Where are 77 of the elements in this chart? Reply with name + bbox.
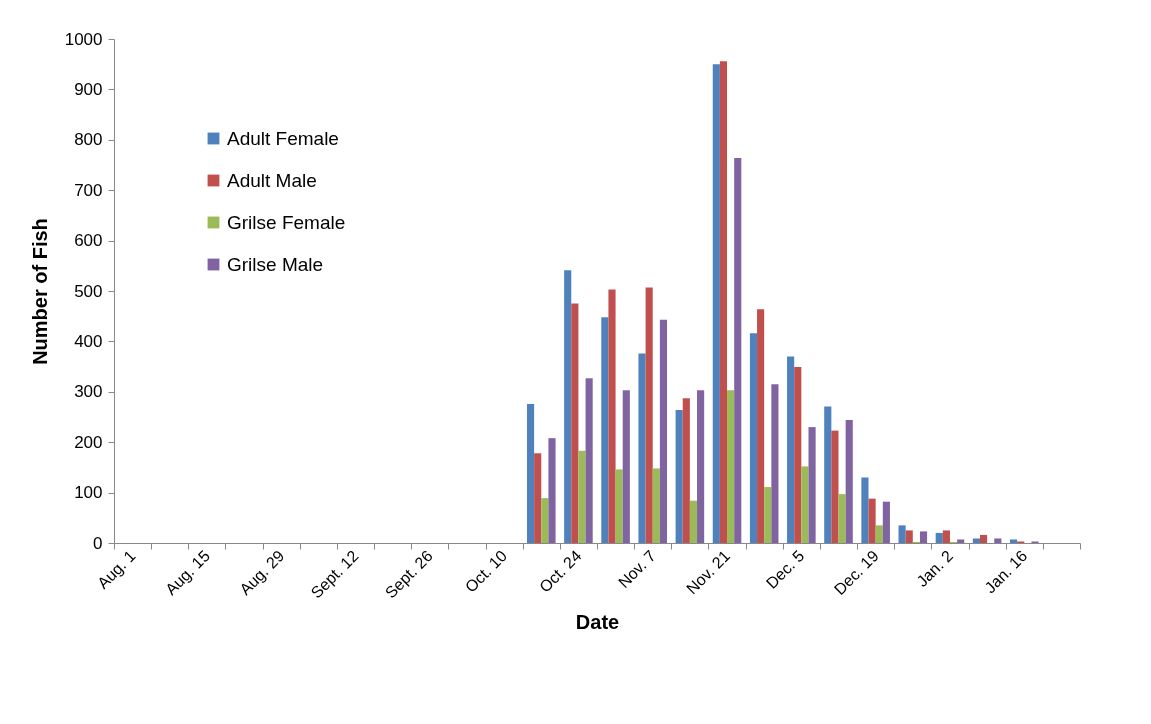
- bar: [622, 390, 630, 543]
- y-tick-label: 700: [74, 180, 103, 200]
- bar: [638, 353, 646, 543]
- x-tick-label: Nov. 21: [683, 547, 734, 598]
- bar: [719, 61, 728, 543]
- y-tick-label: 500: [74, 281, 103, 301]
- bar: [526, 403, 535, 543]
- legend-label: Grilse Male: [227, 253, 324, 275]
- bar: [601, 317, 609, 543]
- legend-label: Grilse Female: [227, 211, 346, 233]
- bar: [898, 525, 906, 543]
- bar: [845, 420, 853, 543]
- bar: [942, 530, 950, 543]
- bar: [712, 64, 720, 543]
- bar: [1009, 539, 1018, 543]
- legend-label: Adult Male: [227, 169, 317, 191]
- x-tick-label: Jan. 16: [981, 547, 1031, 597]
- y-tick-label: 0: [93, 533, 103, 553]
- bar: [608, 289, 616, 543]
- bar: [675, 409, 683, 543]
- bar: [682, 398, 690, 543]
- x-tick-label: Oct. 10: [461, 547, 511, 596]
- bar: [548, 438, 556, 543]
- x-tick-label: Dec. 5: [762, 547, 808, 592]
- y-axis-title: Number of Fish: [28, 218, 51, 365]
- y-tick-label: 900: [74, 79, 103, 99]
- y-tick-label: 200: [74, 432, 103, 452]
- bar: [757, 309, 765, 543]
- y-tick-label: 300: [74, 382, 103, 402]
- bar: [652, 468, 660, 543]
- bar: [935, 532, 943, 543]
- bar: [787, 356, 795, 543]
- bar: [727, 390, 735, 543]
- bar: [645, 287, 653, 543]
- bar: [585, 378, 593, 543]
- bar: [972, 538, 980, 543]
- y-tick-label: 800: [74, 130, 103, 150]
- bar: [659, 319, 668, 543]
- x-axis-title: Date: [575, 611, 620, 634]
- bar: [919, 531, 928, 543]
- x-tick-label: Aug. 29: [236, 547, 288, 599]
- bar: [564, 270, 572, 543]
- bar: [749, 333, 758, 543]
- legend-label: Adult Female: [227, 127, 339, 149]
- bar: [734, 157, 742, 543]
- bar: [689, 500, 698, 543]
- x-tick-label: Nov. 7: [615, 547, 659, 592]
- bar: [541, 498, 549, 543]
- y-tick-label: 600: [74, 231, 103, 251]
- bar: [861, 477, 869, 543]
- bar: [838, 494, 846, 543]
- bar: [882, 501, 890, 543]
- bar: [801, 466, 809, 543]
- bar: [957, 539, 965, 543]
- bar: [808, 427, 816, 543]
- bar: [979, 534, 988, 543]
- bar: [905, 530, 913, 543]
- x-tick-label: Aug. 15: [162, 547, 214, 599]
- bar: [868, 498, 876, 543]
- bar: [994, 538, 1002, 543]
- y-tick-label: 1000: [64, 29, 103, 49]
- bar: [875, 525, 883, 543]
- x-tick-label: Dec. 19: [830, 547, 882, 599]
- bar: [771, 384, 779, 543]
- y-tick-label: 100: [74, 483, 103, 503]
- bar: [615, 469, 623, 543]
- bar: [578, 450, 586, 543]
- bar: [824, 406, 832, 543]
- y-tick-label: 400: [74, 331, 103, 351]
- bar: [764, 487, 772, 543]
- bar: [571, 303, 579, 543]
- bar: [831, 430, 839, 543]
- x-tick-label: Oct. 24: [536, 547, 585, 596]
- bar: [794, 367, 802, 543]
- x-tick-label: Jan. 2: [913, 547, 957, 590]
- bar: [534, 453, 542, 543]
- bar: [697, 390, 705, 543]
